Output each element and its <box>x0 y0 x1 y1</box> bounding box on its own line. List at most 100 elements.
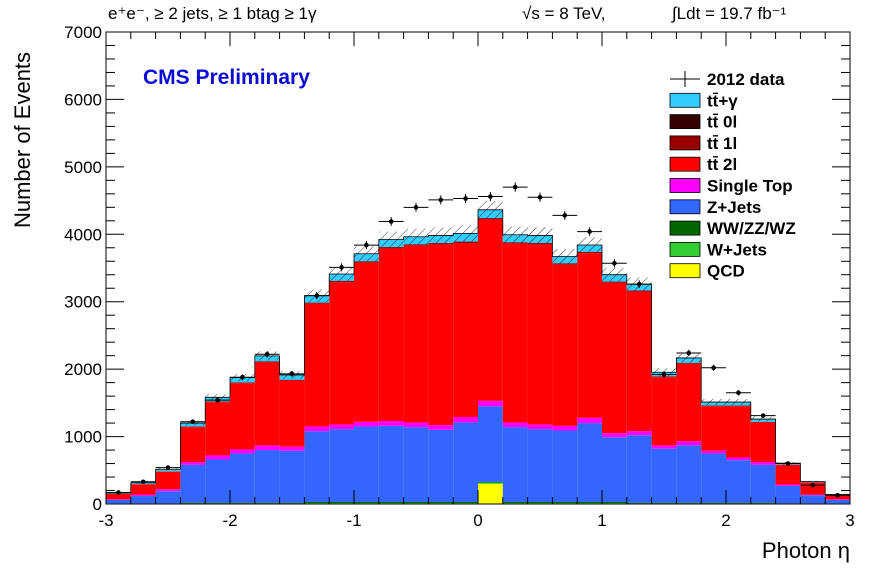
x-tick-label: -3 <box>98 511 113 530</box>
uncertainty-bin <box>478 200 503 219</box>
bar-segment <box>155 471 181 490</box>
y-tick-label: 1000 <box>64 428 102 447</box>
bar-segment <box>329 280 354 283</box>
series-4 <box>106 400 850 500</box>
bar-segment <box>502 501 528 503</box>
bar-segment <box>453 422 478 502</box>
cms-preliminary-label: CMS Preliminary <box>143 66 310 89</box>
bar-segment <box>304 431 330 502</box>
bar-segment <box>552 425 578 431</box>
bar-segment <box>676 502 702 504</box>
bar-segment <box>602 282 627 434</box>
bar-segment <box>552 502 578 504</box>
bar-segment <box>180 464 206 503</box>
data-point <box>651 371 677 378</box>
bar-segment <box>626 435 652 503</box>
series-6 <box>106 218 850 496</box>
data-point <box>230 374 255 381</box>
selection-label: e⁺e⁻, ≥ 2 jets, ≥ 1 btag ≥ 1γ <box>108 4 317 23</box>
data-point <box>106 490 131 495</box>
data-point <box>800 482 826 488</box>
data-point <box>428 195 454 205</box>
uncertainty-bin <box>726 398 751 406</box>
data-point <box>205 397 230 403</box>
bar-segment <box>453 243 478 418</box>
bar-segment <box>106 499 131 500</box>
data-point <box>453 194 478 204</box>
bar-segment <box>502 502 528 504</box>
data-point <box>775 461 801 466</box>
bar-segment <box>478 483 503 504</box>
legend-entry: tt̄ 0l <box>669 113 737 132</box>
bar-segment <box>329 424 354 430</box>
bar-segment <box>403 245 429 423</box>
data-point <box>354 240 379 250</box>
bar-segment <box>527 429 553 502</box>
bar-segment <box>577 502 602 504</box>
bar-segment <box>750 462 776 465</box>
bar-segment <box>106 493 131 500</box>
legend-label: WW/ZZ/WZ <box>707 219 796 238</box>
bar-segment <box>577 501 602 503</box>
bar-segment <box>726 405 751 407</box>
bar-segment <box>750 422 776 463</box>
x-tick-label: -1 <box>346 511 361 530</box>
data-point <box>254 351 280 358</box>
legend-label: Single Top <box>707 177 793 196</box>
bar-segment <box>726 406 751 458</box>
legend-entry: tt̄+γ <box>669 91 738 110</box>
bar-segment <box>800 495 826 504</box>
bar-segment <box>230 453 255 503</box>
uncertainty-bin <box>676 353 702 363</box>
bar-segment <box>478 218 503 220</box>
bar-segment <box>726 502 751 504</box>
data-point <box>329 263 354 272</box>
bar-segment <box>502 422 528 428</box>
bar-segment <box>527 501 553 503</box>
bar-segment <box>378 248 404 422</box>
bar-segment <box>676 441 702 446</box>
data-point <box>701 364 726 371</box>
bar-segment <box>577 423 602 502</box>
bar-segment <box>279 446 305 451</box>
legend-entry: 2012 data <box>670 70 785 89</box>
bar-segment <box>403 501 429 503</box>
bar-segment <box>155 489 181 492</box>
bar-segment <box>304 302 330 304</box>
bar-segment <box>478 219 503 401</box>
series-2 <box>106 481 850 504</box>
bar-segment <box>602 502 627 504</box>
data-point <box>304 291 330 300</box>
x-tick-label: -2 <box>222 511 237 530</box>
bar-segment <box>279 450 305 503</box>
x-tick-label: 3 <box>845 511 854 530</box>
bar-segment <box>453 241 478 244</box>
bar-segment <box>180 427 206 463</box>
bar-segment <box>428 501 454 503</box>
uncertainty-bin <box>354 246 379 262</box>
bar-segment <box>502 243 528 423</box>
legend-entry: W+Jets <box>669 240 767 259</box>
bar-segment <box>775 464 801 485</box>
bar-segment <box>502 242 528 244</box>
bar-segment <box>701 450 726 454</box>
bar-segment <box>453 417 478 423</box>
bar-segment <box>378 501 404 503</box>
bar-segment <box>428 502 454 504</box>
bar-segment <box>527 243 553 245</box>
uncertainty-bin <box>428 227 454 244</box>
bar-segment <box>403 427 429 502</box>
bar-segment <box>750 502 776 504</box>
legend-entry: Single Top <box>669 177 793 196</box>
data-point <box>279 370 305 377</box>
data-point <box>527 192 553 202</box>
bar-segment <box>130 495 156 504</box>
legend-entry: WW/ZZ/WZ <box>669 219 796 238</box>
bar-segment <box>354 421 379 427</box>
legend: 2012 data tt̄+γ tt̄ 0l tt̄ 1l tt̄ 2l Single T… <box>669 70 796 281</box>
bar-segment <box>676 362 702 364</box>
uncertainty-bin <box>701 398 726 406</box>
bar-segment <box>354 261 379 263</box>
bar-segment <box>180 462 206 465</box>
